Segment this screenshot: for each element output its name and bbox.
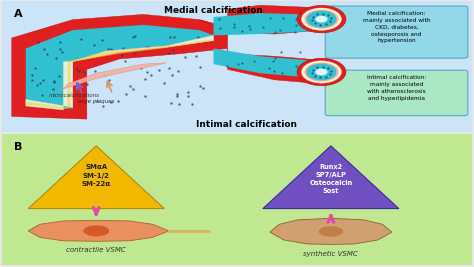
Polygon shape (213, 13, 307, 35)
Polygon shape (28, 220, 169, 241)
Polygon shape (270, 218, 392, 245)
Circle shape (297, 6, 346, 33)
Polygon shape (26, 35, 213, 110)
Circle shape (315, 69, 328, 75)
Ellipse shape (319, 226, 343, 237)
FancyBboxPatch shape (325, 70, 468, 116)
FancyBboxPatch shape (325, 6, 468, 58)
Text: Runx2
SP7/ALP
Osteocalcin
Sost: Runx2 SP7/ALP Osteocalcin Sost (309, 164, 353, 194)
Circle shape (301, 61, 341, 83)
Polygon shape (28, 146, 164, 209)
Text: B: B (14, 142, 22, 152)
Circle shape (304, 10, 338, 29)
Text: synthetic VSMC: synthetic VSMC (303, 251, 358, 257)
Text: contractile VSMC: contractile VSMC (66, 248, 126, 253)
Circle shape (301, 8, 341, 30)
Polygon shape (26, 25, 213, 109)
Text: Intimal calcification:
mainly associated
with atherosclerosis
and hyperlipidemia: Intimal calcification: mainly associated… (367, 75, 426, 100)
Polygon shape (228, 48, 321, 84)
Polygon shape (263, 146, 399, 209)
Text: Medial calcification: Medial calcification (164, 6, 263, 15)
Polygon shape (213, 41, 307, 77)
Circle shape (307, 64, 337, 80)
Text: SMαA
SM-1/2
SM-22α: SMαA SM-1/2 SM-22α (82, 164, 111, 187)
Text: A: A (14, 9, 23, 19)
Polygon shape (12, 14, 228, 119)
Text: Intimal calcification: Intimal calcification (196, 120, 297, 129)
Polygon shape (200, 5, 321, 34)
FancyBboxPatch shape (0, 0, 474, 135)
Ellipse shape (83, 225, 109, 236)
Polygon shape (26, 39, 211, 109)
Circle shape (304, 62, 338, 81)
FancyBboxPatch shape (0, 132, 474, 267)
Text: Medial calcification:
mainly associated with
CKD, diabetes,
osteoporosis and
hyp: Medial calcification: mainly associated … (363, 11, 430, 44)
Circle shape (307, 11, 337, 28)
Text: large plaques: large plaques (77, 99, 115, 104)
Polygon shape (59, 63, 167, 93)
Text: microcalcifications: microcalcifications (49, 93, 100, 98)
Circle shape (315, 16, 328, 22)
Circle shape (297, 58, 346, 86)
